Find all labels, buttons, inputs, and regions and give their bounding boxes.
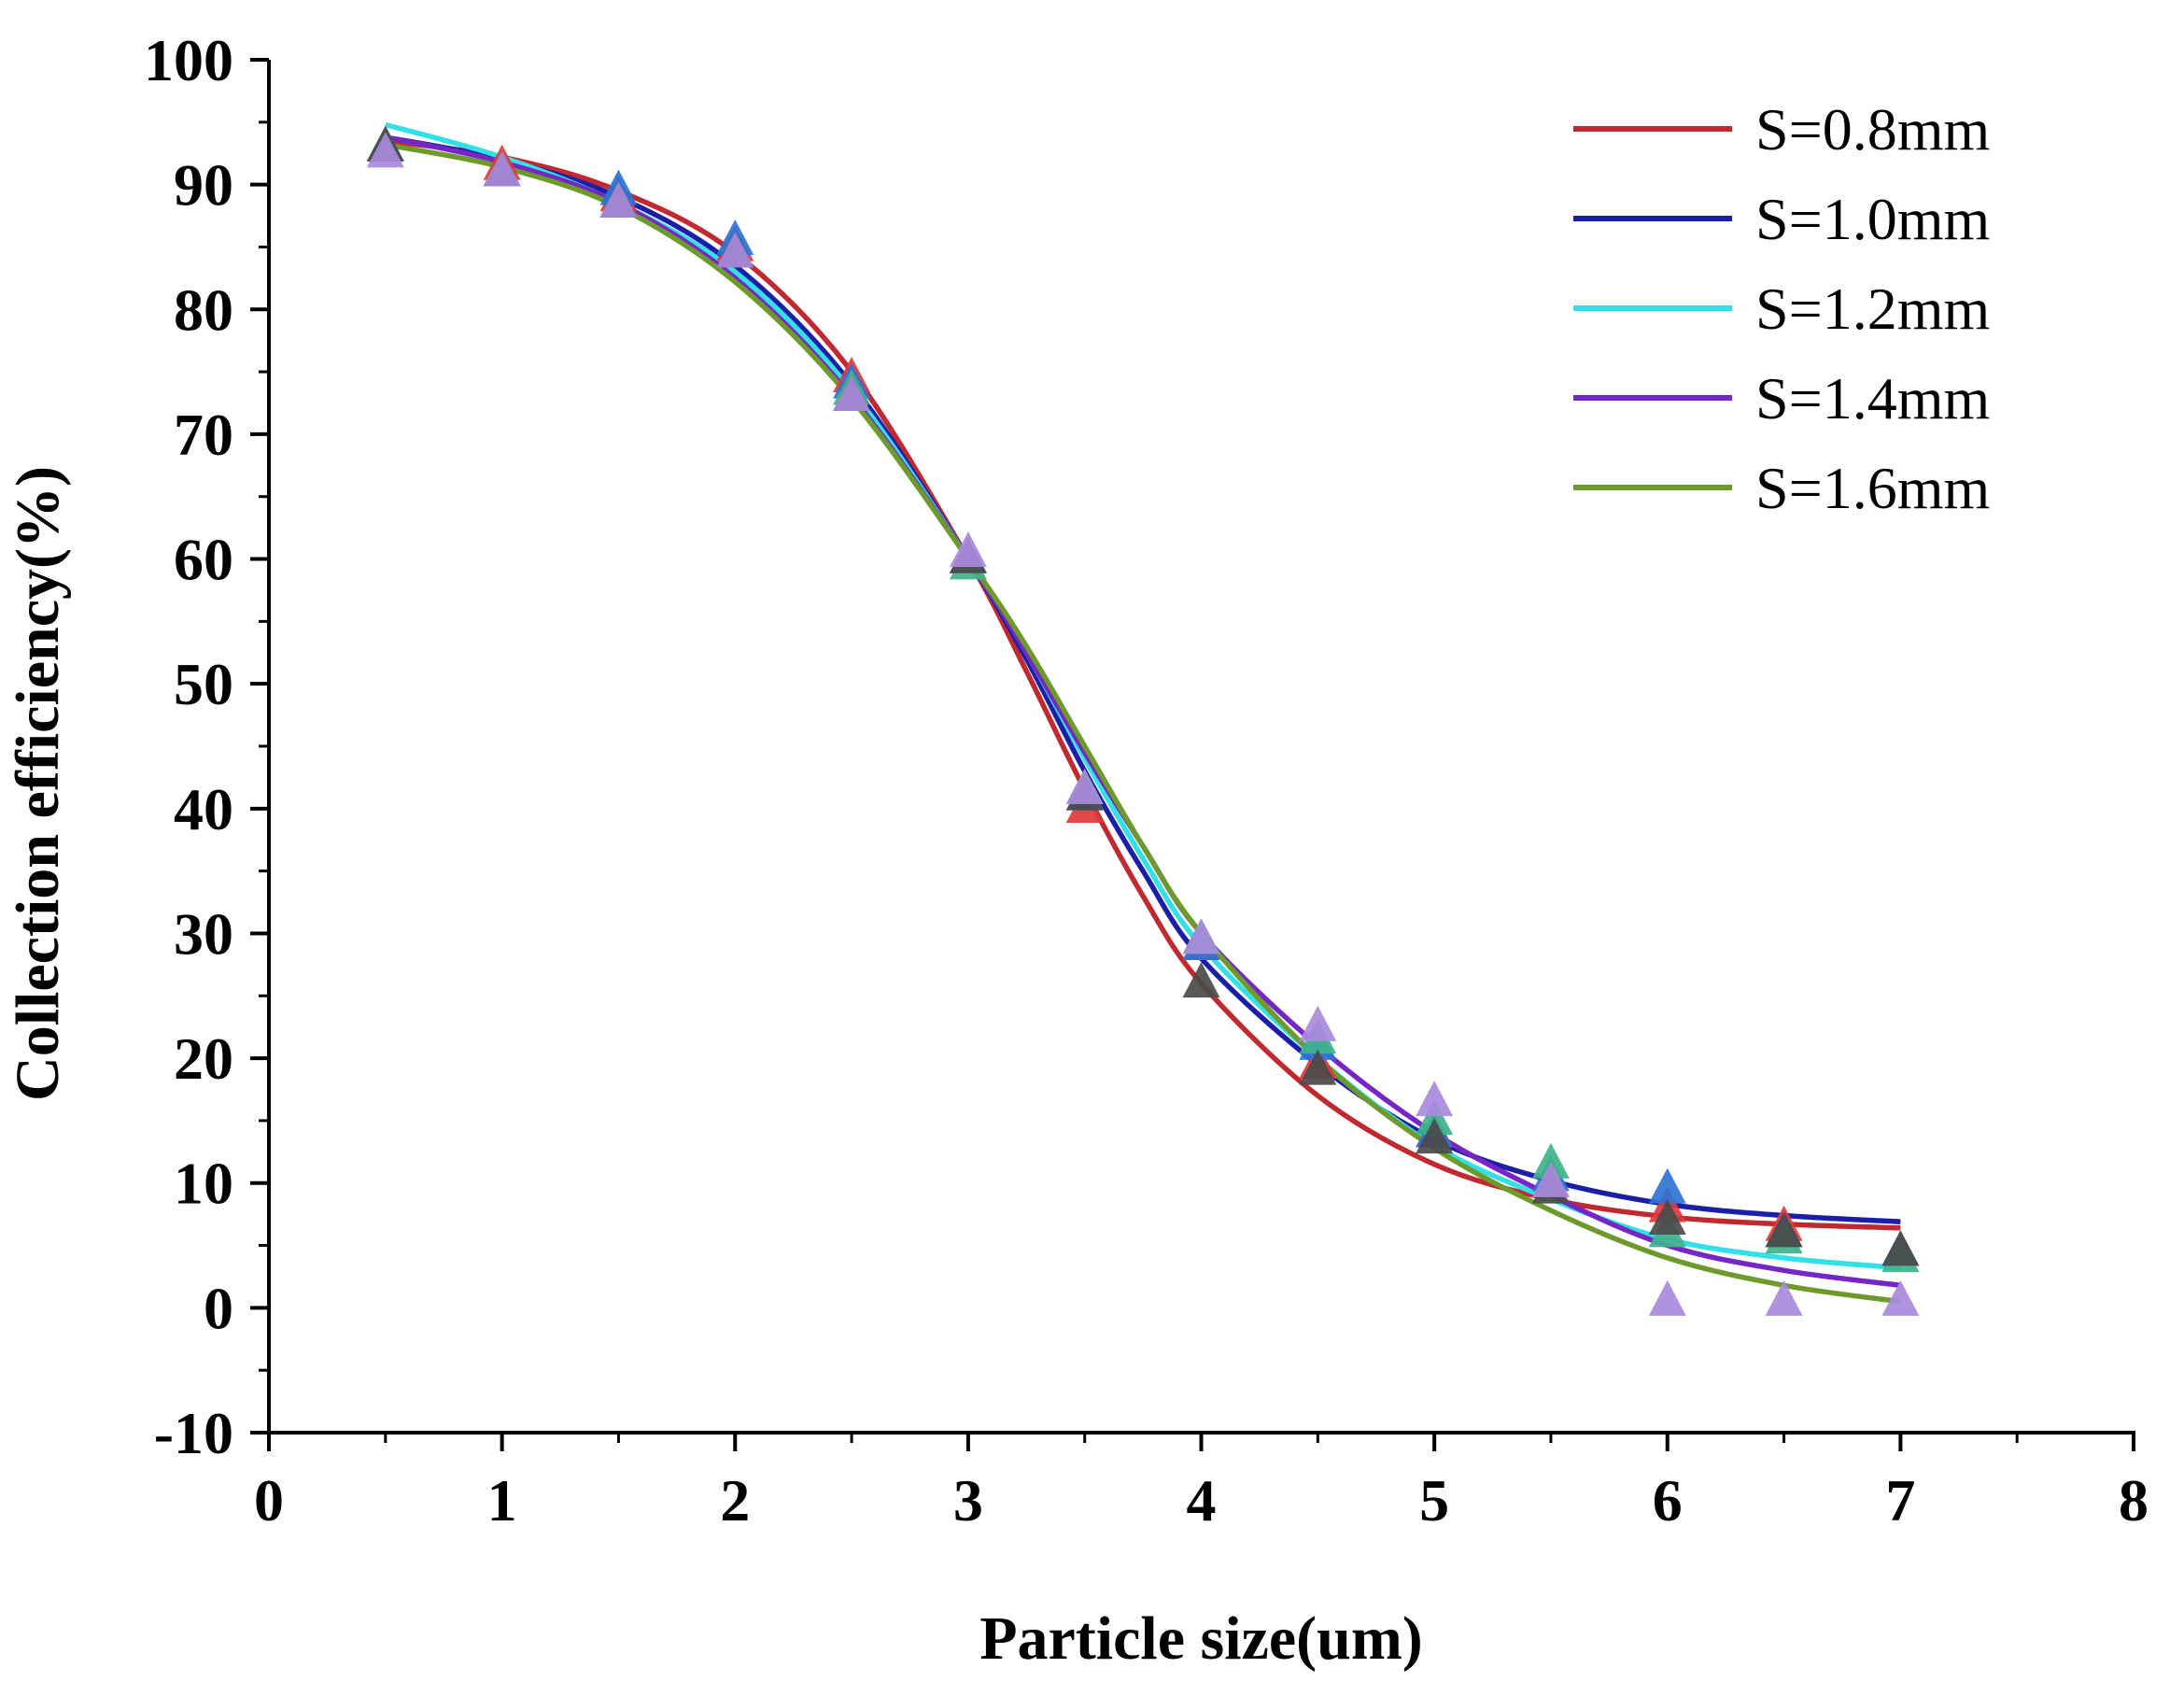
marker-series-4 <box>1881 1230 1920 1266</box>
marker-series-3 <box>1531 1142 1570 1179</box>
marker-series-4 <box>1648 1199 1686 1236</box>
marker-series-5 <box>1648 1279 1686 1316</box>
fit-curves <box>385 121 1901 1305</box>
legend-label-series-5: S=1.6mm <box>1755 455 1990 521</box>
marker-series-5 <box>1416 1081 1454 1117</box>
marker-series-5 <box>1765 1279 1803 1316</box>
x-tick-label: 1 <box>487 1467 517 1534</box>
y-tick-label: 20 <box>174 1025 233 1092</box>
marker-series-5 <box>1881 1279 1920 1316</box>
fit-curve-series-1 <box>385 138 1901 1231</box>
x-tick-label: 4 <box>1187 1467 1217 1534</box>
marker-series-5 <box>1299 1005 1337 1041</box>
marker-series-5 <box>599 181 638 218</box>
marker-series-4 <box>1416 1118 1454 1154</box>
legend-label-series-3: S=1.2mm <box>1755 276 1990 342</box>
legend-label-series-1: S=0.8mm <box>1755 96 1990 163</box>
legend: S=0.8mm S=1.0mm S=1.2mm S=1.4mm S=1.6mm <box>1573 96 1990 521</box>
marker-series-5 <box>483 150 521 187</box>
x-tick-label: 6 <box>1653 1467 1683 1534</box>
legend-label-series-4: S=1.4mm <box>1755 365 1990 431</box>
marker-series-5 <box>716 232 754 268</box>
axes: 0 1 2 3 4 5 6 7 8 -10 0 10 20 30 40 50 60 70 80 90 100 <box>144 27 2149 1534</box>
y-tick-label: 70 <box>174 402 233 468</box>
fit-curve-series-2 <box>385 134 1901 1224</box>
marker-series-3 <box>1416 1099 1454 1136</box>
y-tick-label: 50 <box>174 651 233 717</box>
marker-series-4 <box>1299 1049 1337 1085</box>
y-tick-label: 100 <box>144 27 233 93</box>
marker-series-5 <box>833 375 871 412</box>
data-markers <box>366 125 1920 1316</box>
y-tick-label: 10 <box>174 1151 233 1217</box>
marker-series-5 <box>949 531 987 568</box>
marker-series-5 <box>1065 768 1104 804</box>
x-tick-label: 5 <box>1419 1467 1449 1534</box>
y-tick-label: 80 <box>174 276 233 343</box>
fit-curve-series-5 <box>385 142 1901 1305</box>
legend-label-series-2: S=1.0mm <box>1755 186 1990 252</box>
marker-series-5 <box>1531 1161 1570 1197</box>
x-axis-title: Particle size(um) <box>979 1604 1423 1673</box>
y-tick-label: 30 <box>174 900 233 967</box>
y-tick-label: 60 <box>174 527 233 593</box>
x-tick-label: 7 <box>1885 1467 1915 1534</box>
y-tick-label: -10 <box>154 1400 233 1466</box>
x-tick-label: 8 <box>2119 1467 2149 1534</box>
x-tick-label: 0 <box>254 1467 284 1534</box>
x-tick-label: 3 <box>953 1467 983 1534</box>
marker-series-4 <box>1765 1211 1803 1248</box>
marker-series-2 <box>1648 1167 1686 1204</box>
y-tick-label: 0 <box>204 1275 233 1341</box>
x-tick-label: 2 <box>720 1467 750 1534</box>
fit-curve-series-3 <box>385 121 1901 1271</box>
y-tick-label: 40 <box>174 776 233 842</box>
y-tick-label: 90 <box>174 152 233 219</box>
marker-series-4 <box>1182 962 1220 998</box>
marker-series-5 <box>1182 918 1220 954</box>
y-axis-title: Collection efficiency(%) <box>4 466 72 1101</box>
marker-series-5 <box>366 132 404 168</box>
